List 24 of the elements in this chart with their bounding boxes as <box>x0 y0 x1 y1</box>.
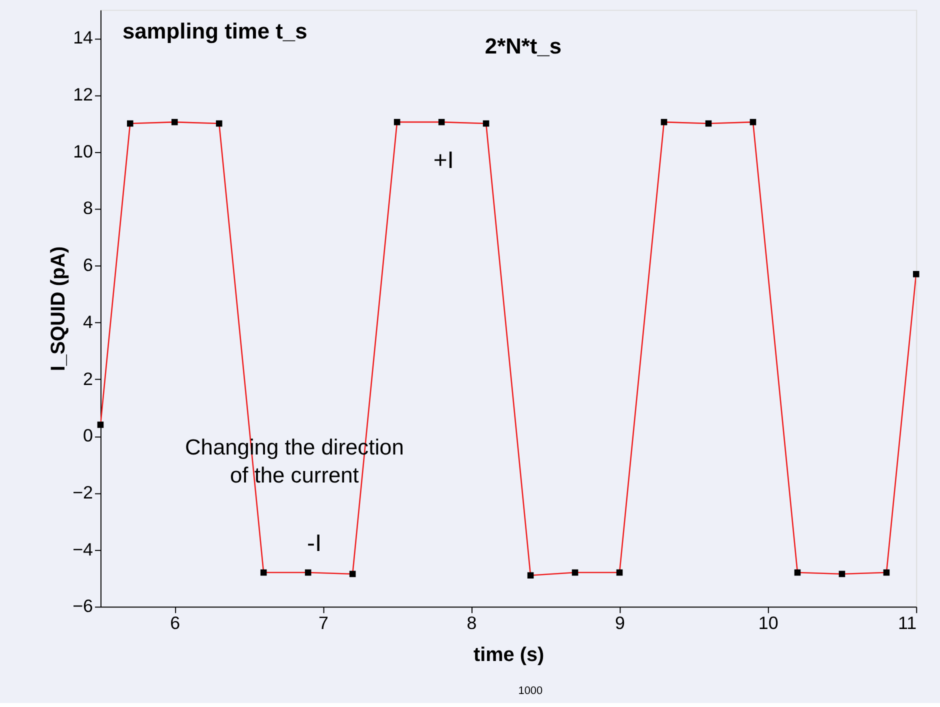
annotation: +I <box>433 146 454 174</box>
y-tick-label: −2 <box>72 482 94 502</box>
y-tick-label: −4 <box>72 539 94 560</box>
y-tick-label: 10 <box>73 141 94 162</box>
y-tick-label: 6 <box>83 255 94 276</box>
annotation: 2*N*t_s <box>484 34 562 59</box>
x-tick-label: 11 <box>898 613 917 634</box>
x-tick-label: 6 <box>170 613 180 634</box>
y-tick-label: −6 <box>72 596 94 616</box>
annotation: sampling time t_s <box>122 18 308 44</box>
x-axis-title: time (s) <box>473 644 544 666</box>
x-tick-label: 10 <box>758 613 778 634</box>
x-tick-label: 9 <box>615 613 626 634</box>
text: 1000 <box>518 685 543 698</box>
y-tick-label: 12 <box>73 84 94 105</box>
y-tick-label: 0 <box>83 426 94 446</box>
x-tick-label: 7 <box>318 613 328 634</box>
y-tick-label: 8 <box>83 198 94 218</box>
annotation: -I <box>307 530 322 557</box>
y-tick-label: 14 <box>73 28 94 48</box>
y-tick-label: 4 <box>83 312 94 332</box>
y-axis-title: I_SQUID (pA) <box>48 246 70 372</box>
y-tick-label: 2 <box>83 368 94 389</box>
x-tick-label: 8 <box>466 613 477 634</box>
